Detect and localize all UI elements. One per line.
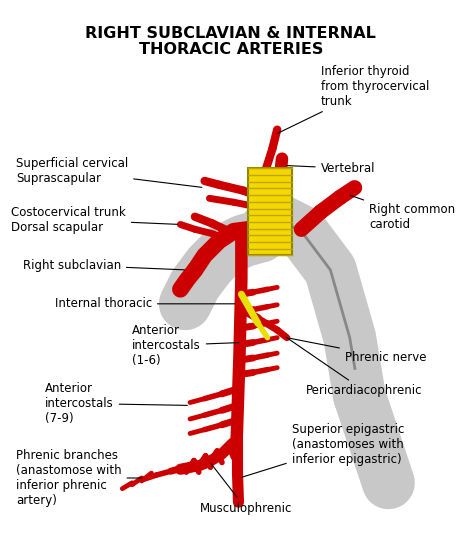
Text: RIGHT SUBCLAVIAN & INTERNAL: RIGHT SUBCLAVIAN & INTERNAL: [85, 26, 376, 41]
Text: Phrenic nerve: Phrenic nerve: [290, 338, 427, 364]
Text: Right common
carotid: Right common carotid: [350, 195, 455, 231]
Text: Musculophrenic: Musculophrenic: [200, 464, 292, 515]
Text: Superficial cervical
Suprascapular: Superficial cervical Suprascapular: [16, 157, 202, 187]
Text: Internal thoracic: Internal thoracic: [55, 297, 235, 310]
Text: Anterior
intercostals
(1-6): Anterior intercostals (1-6): [132, 324, 238, 367]
Text: Vertebral: Vertebral: [287, 162, 375, 175]
Text: Costocervical trunk
Dorsal scapular: Costocervical trunk Dorsal scapular: [11, 206, 178, 234]
Text: Phrenic branches
(anastomose with
inferior phrenic
artery): Phrenic branches (anastomose with inferi…: [16, 449, 142, 507]
Text: Right subclavian: Right subclavian: [23, 259, 184, 272]
Text: Anterior
intercostals
(7-9): Anterior intercostals (7-9): [45, 382, 187, 425]
Bar: [248, 168, 292, 256]
Text: Superior epigastric
(anastomoses with
inferior epigastric): Superior epigastric (anastomoses with in…: [242, 423, 404, 477]
Text: Inferior thyroid
from thyrocervical
trunk: Inferior thyroid from thyrocervical trun…: [278, 64, 429, 133]
Text: Pericardiacophrenic: Pericardiacophrenic: [286, 337, 423, 397]
Text: THORACIC ARTERIES: THORACIC ARTERIES: [138, 41, 323, 56]
